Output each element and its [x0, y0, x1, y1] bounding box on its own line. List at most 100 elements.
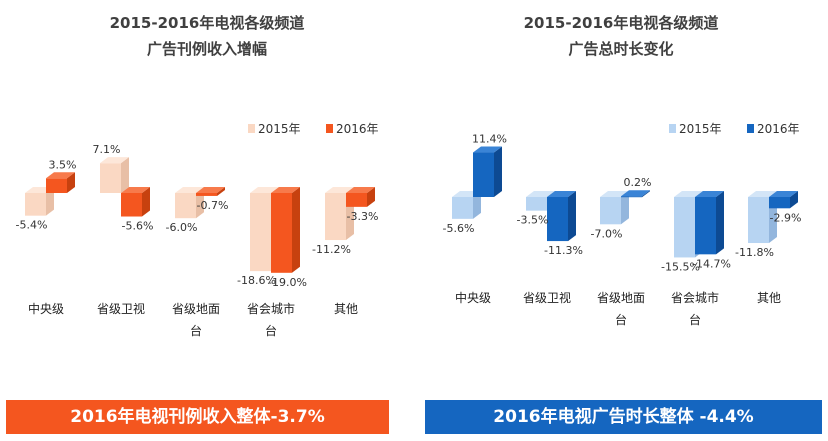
- bar-2016-0-top: [46, 172, 75, 179]
- left-chart-legend: 2015年 2016年: [248, 122, 379, 136]
- legend-swatch-2016: [326, 124, 333, 133]
- data-label-2015-4: -11.2%: [312, 243, 351, 256]
- bar-2015-1-top: [100, 157, 129, 164]
- data-label-2016-4: -3.3%: [347, 210, 379, 223]
- bar-2015-4-front: [748, 197, 769, 244]
- left-chart-title: 2015-2016年电视各级频道 广告刊例收入增幅: [0, 10, 414, 62]
- data-label-2016-0: 11.4%: [472, 133, 507, 146]
- data-label-2016-3: -14.7%: [692, 257, 731, 270]
- bar-2016-4-front: [346, 193, 367, 207]
- bar-2016-1-top: [121, 187, 150, 193]
- bar-2016-3-side: [716, 191, 724, 255]
- bar-2016-1-front: [121, 193, 142, 217]
- legend-swatch-2016: [747, 124, 754, 133]
- category-label-2: 省级地面: [172, 302, 220, 316]
- bar-2016-3-front: [695, 197, 716, 255]
- bar-2016-0-front: [46, 178, 67, 193]
- category-label-4: 其他: [757, 291, 781, 305]
- category-label-3-line2: 台: [265, 323, 277, 338]
- bar-2016-4-front: [769, 197, 790, 209]
- data-label-2016-0: 3.5%: [49, 158, 77, 171]
- bar-2016-3: [695, 191, 724, 255]
- category-label-2-line2: 台: [190, 323, 202, 338]
- bar-2016-2-top: [621, 190, 650, 197]
- bar-2016-0-side: [494, 146, 502, 197]
- category-label-3: 省会城市: [247, 301, 295, 316]
- data-label-2016-1: -5.6%: [122, 220, 154, 233]
- bar-2016-3-side: [292, 187, 300, 273]
- data-label-2015-3: -15.5%: [661, 260, 700, 273]
- bar-2015-2-side: [621, 191, 629, 225]
- bar-2016-4-side: [367, 187, 375, 207]
- bar-2015-4-front: [325, 193, 346, 241]
- bar-2016-2: [196, 187, 225, 196]
- category-label-2-line2: 台: [615, 312, 627, 327]
- left-chart-title-line1: 2015-2016年电视各级频道: [109, 14, 305, 32]
- bar-2016-3-top: [271, 187, 300, 193]
- bar-2015-1: [100, 157, 129, 193]
- category-label-3-line2: 台: [689, 312, 701, 327]
- data-label-2015-4: -11.8%: [735, 246, 774, 259]
- data-label-2016-4: -2.9%: [770, 211, 802, 224]
- data-label-2016-1: -11.3%: [544, 244, 583, 257]
- bar-2016-0-side: [67, 172, 75, 193]
- legend-label-2016: 2016年: [336, 122, 379, 136]
- category-label-3: 省会城市: [671, 290, 719, 305]
- bar-2016-1-top: [547, 191, 576, 197]
- bar-2015-1-front: [100, 163, 121, 193]
- left-summary-banner: 2016年电视刊例收入整体-3.7%: [6, 400, 389, 434]
- legend-swatch-2015: [669, 124, 676, 133]
- data-label-2015-1: -3.5%: [517, 214, 549, 227]
- data-label-2015-0: -5.4%: [16, 219, 48, 232]
- data-label-2016-3: -19.0%: [268, 276, 307, 289]
- bar-2016-4: [769, 191, 798, 209]
- data-label-2015-0: -5.6%: [443, 222, 475, 235]
- legend-label-2016: 2016年: [757, 122, 800, 136]
- category-label-0: 中央级: [28, 301, 64, 316]
- bar-2016-2: [621, 190, 650, 198]
- bar-2015-1-top: [526, 191, 555, 197]
- legend-label-2015: 2015年: [679, 122, 722, 136]
- bar-2015-2-top: [600, 191, 629, 197]
- legend-label-2015: 2015年: [258, 122, 301, 136]
- right-chart-legend: 2015年 2016年: [669, 122, 800, 136]
- bar-2015-4-top: [748, 191, 777, 197]
- bar-2015-0-side: [46, 187, 54, 216]
- bar-2016-1-front: [547, 197, 568, 242]
- data-label-2015-1: 7.1%: [93, 143, 121, 156]
- bar-2016-4-top: [769, 191, 798, 197]
- bar-2016-3-top: [695, 191, 724, 197]
- right-chart-title-line1: 2015-2016年电视各级频道: [523, 14, 719, 32]
- bar-2016-0: [46, 172, 75, 193]
- bar-2015-1-side: [121, 157, 129, 193]
- bar-2016-4: [346, 187, 375, 207]
- category-label-4: 其他: [334, 302, 358, 316]
- bar-2016-0: [473, 146, 502, 197]
- bar-2015-3-top: [250, 187, 279, 193]
- bar-2015-0: [25, 187, 54, 216]
- category-label-2: 省级地面: [597, 291, 645, 305]
- bar-2016-4-side: [790, 191, 798, 209]
- category-label-0: 中央级: [455, 290, 491, 305]
- data-label-2015-2: -6.0%: [166, 221, 198, 234]
- right-summary-banner: 2016年电视广告时长整体 -4.4%: [425, 400, 822, 434]
- data-label-2015-2: -7.0%: [591, 227, 623, 240]
- bar-2015-0-side: [473, 191, 481, 219]
- bar-2016-3-front: [271, 193, 292, 273]
- left-chart-title-line2: 广告刊例收入增幅: [146, 40, 267, 58]
- data-label-2016-2: -0.7%: [197, 199, 229, 212]
- bar-2016-1-side: [142, 187, 150, 217]
- bar-2015-4-top: [325, 187, 354, 193]
- right-bar-chart: 2015年 2016年 -5.6% 11.4% 中央级 -3.5% -11.3% 省级卫视 -7…: [443, 122, 802, 327]
- bar-2015-0-front: [452, 197, 473, 219]
- bar-2016-4-top: [346, 187, 375, 193]
- bar-2015-0-front: [25, 193, 46, 216]
- data-label-2016-2: 0.2%: [624, 176, 652, 189]
- bar-2016-2-top: [196, 187, 225, 193]
- bar-2015-3-front: [674, 197, 695, 258]
- bar-2015-3-front: [250, 193, 271, 272]
- bar-2015-2-front: [175, 193, 196, 219]
- data-label-2015-3: -18.6%: [237, 274, 276, 287]
- bar-2016-2-front: [196, 193, 217, 196]
- bar-2016-3: [271, 187, 300, 273]
